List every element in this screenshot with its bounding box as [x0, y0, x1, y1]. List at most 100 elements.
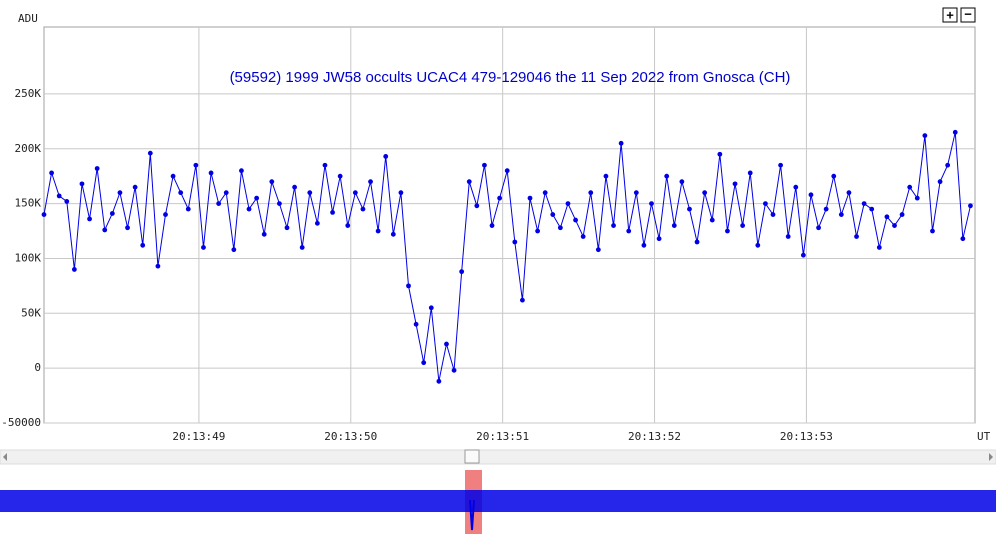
data-point	[459, 269, 465, 275]
data-point	[79, 181, 85, 187]
data-point	[413, 321, 419, 327]
data-point	[497, 195, 503, 201]
data-point	[64, 199, 70, 204]
data-point	[914, 195, 920, 201]
data-point	[717, 151, 723, 157]
overview-dip	[469, 499, 475, 531]
data-point	[193, 162, 199, 168]
y-tick-label: 150K	[15, 197, 42, 210]
data-point	[132, 184, 138, 190]
data-point	[406, 283, 411, 289]
data-point	[611, 223, 616, 228]
data-point	[884, 214, 890, 220]
data-point	[360, 206, 366, 212]
data-point	[800, 252, 806, 258]
data-point	[246, 206, 252, 212]
data-point	[307, 190, 313, 196]
data-point	[892, 223, 897, 228]
y-tick-label: 100K	[15, 251, 42, 264]
data-point	[163, 212, 168, 217]
data-point	[816, 225, 821, 231]
data-point	[216, 201, 222, 207]
data-point	[709, 217, 715, 223]
data-point	[702, 190, 708, 196]
zoom-in-button[interactable]: +	[942, 7, 958, 23]
data-point	[474, 203, 480, 209]
data-point	[345, 223, 351, 228]
data-point	[337, 173, 343, 179]
data-point	[876, 245, 882, 250]
data-point	[49, 170, 54, 176]
data-point	[907, 184, 913, 190]
data-point	[793, 184, 799, 190]
data-point	[504, 168, 510, 174]
data-point	[451, 367, 457, 373]
zoom-in-label: +	[946, 7, 954, 22]
data-point	[557, 225, 563, 231]
y-tick-label: 250K	[15, 87, 42, 100]
data-point	[694, 239, 700, 245]
y-tick-label: 200K	[15, 142, 42, 155]
data-point	[633, 190, 639, 196]
data-point	[208, 170, 214, 176]
data-point	[94, 166, 100, 171]
y-tick-label: -50000	[1, 416, 41, 429]
data-point	[482, 162, 487, 168]
data-point	[117, 190, 123, 196]
data-point	[185, 206, 191, 212]
data-point	[170, 173, 176, 179]
data-point	[155, 263, 161, 269]
data-point	[292, 184, 297, 190]
data-point	[375, 228, 381, 234]
x-tick-label: 20:13:53	[780, 430, 833, 443]
data-point	[147, 150, 153, 156]
data-point	[671, 223, 677, 228]
data-point	[763, 201, 768, 207]
data-point	[778, 162, 783, 168]
x-axis-label: UT	[977, 430, 991, 443]
data-point	[565, 201, 571, 207]
data-point	[254, 195, 260, 201]
data-point	[595, 247, 601, 253]
data-point	[838, 212, 844, 217]
data-point	[952, 129, 958, 135]
y-tick-label: 0	[34, 361, 41, 374]
data-point	[421, 360, 427, 366]
data-point	[922, 133, 928, 138]
data-point	[732, 181, 738, 187]
zoom-out-button[interactable]: −	[960, 6, 976, 23]
data-point	[178, 190, 184, 196]
data-point	[831, 173, 837, 179]
plot-area	[43, 26, 976, 424]
data-point	[580, 234, 586, 239]
data-point	[466, 179, 472, 185]
data-point	[679, 179, 685, 185]
data-point	[102, 227, 108, 233]
data-point	[641, 242, 647, 248]
data-point	[968, 203, 973, 209]
data-point	[368, 179, 373, 185]
data-point	[740, 223, 746, 228]
data-point	[41, 212, 47, 217]
scrollbar[interactable]	[0, 449, 996, 465]
data-point	[239, 168, 244, 174]
data-point	[626, 228, 632, 234]
y-tick-label: 50K	[21, 306, 41, 319]
data-point	[71, 267, 77, 272]
data-point	[573, 217, 578, 223]
data-point	[960, 236, 966, 242]
data-point	[861, 201, 867, 207]
x-tick-label: 20:13:49	[172, 430, 225, 443]
data-point	[687, 206, 692, 212]
data-point	[823, 206, 829, 212]
data-point	[261, 231, 267, 237]
x-tick-label: 20:13:50	[324, 430, 377, 443]
data-point	[618, 140, 624, 146]
data-point	[945, 162, 951, 168]
data-point	[512, 239, 518, 245]
data-point	[755, 242, 761, 248]
scroll-thumb[interactable]	[464, 449, 480, 464]
data-point	[109, 211, 115, 216]
data-point	[542, 190, 548, 196]
data-point	[603, 173, 609, 179]
